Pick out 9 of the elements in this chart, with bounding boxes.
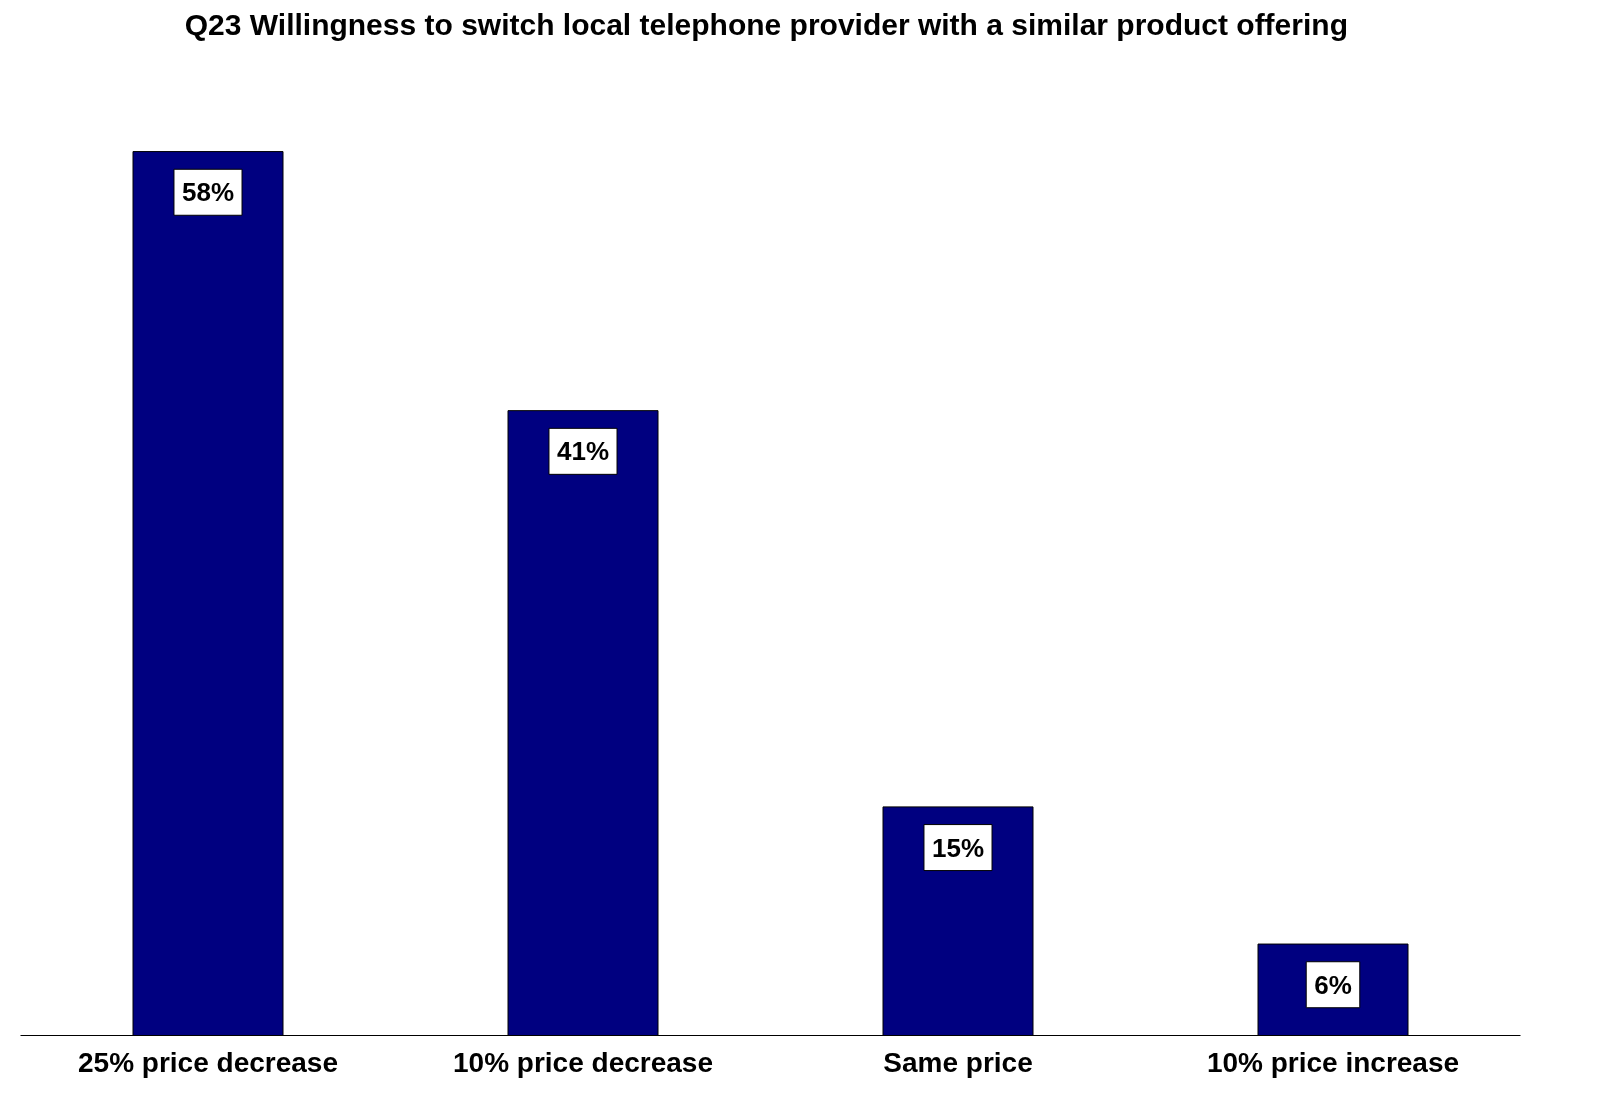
x-tick-label: 10% price increase [1206,1046,1460,1078]
x-tick-label: Same price [883,1046,1033,1078]
data-label: 15% [931,832,985,863]
x-tick-label: 25% price decrease [78,1046,338,1078]
data-label: 58% [181,177,235,208]
data-label: 41% [556,436,610,467]
data-label: 6% [1314,969,1352,1000]
x-tick-label: 10% price decrease [453,1046,713,1078]
chart-title: Q23 Willingness to switch local telephone provider with a similar product offering [184,7,1348,41]
